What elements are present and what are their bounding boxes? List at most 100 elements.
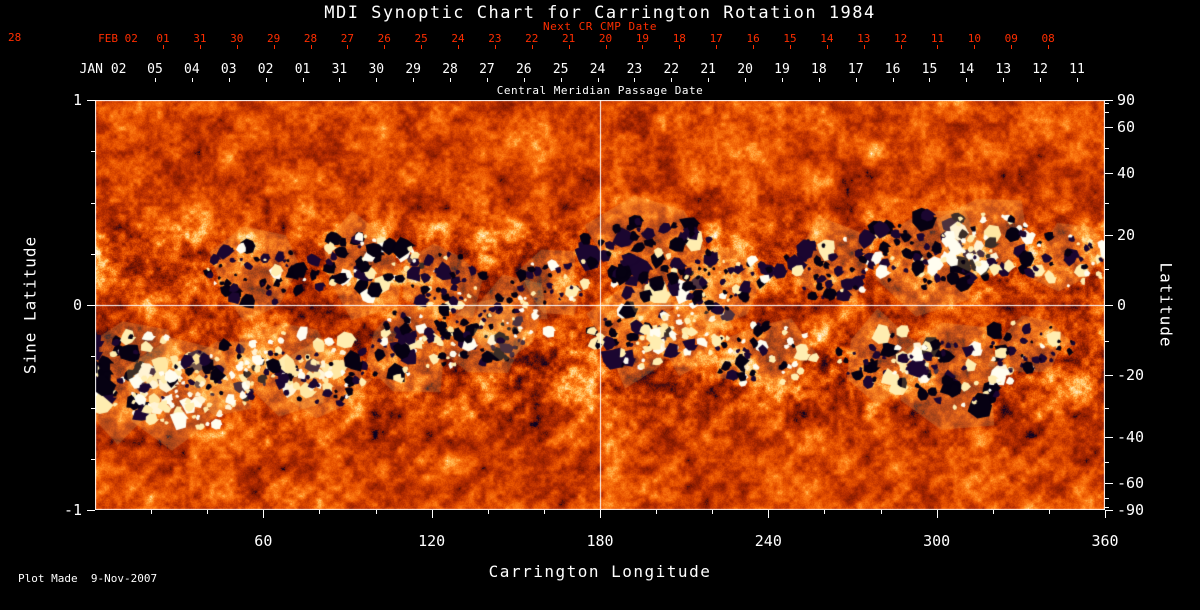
right-tick-label: 90 xyxy=(1117,91,1136,109)
cmp-date-tick xyxy=(966,78,968,82)
next-cr-date-label: 15 xyxy=(783,32,797,45)
left-tick-label: 1 xyxy=(72,91,82,109)
x-axis-major-tick xyxy=(600,510,601,518)
cmp-date-tick xyxy=(818,78,820,82)
cmp-date-label: 11 xyxy=(1069,62,1085,77)
right-tick-label: 60 xyxy=(1117,118,1136,137)
cmp-date-label: 27 xyxy=(479,62,495,77)
next-cr-date-label: 20 xyxy=(598,32,613,45)
right-axis-title: Latitude xyxy=(1156,262,1176,348)
cmp-date-tick xyxy=(597,78,599,82)
x-axis-minor-tick xyxy=(207,510,209,514)
left-axis-minor-tick xyxy=(91,407,95,409)
cmp-date-label: 24 xyxy=(589,62,606,77)
left-axis-minor-tick xyxy=(91,202,95,204)
right-axis-major-tick xyxy=(1105,375,1113,377)
cmp-date-label: 22 xyxy=(663,62,680,77)
plot-made-note: Plot Made 9-Nov-2007 xyxy=(18,572,158,585)
cmp-date-label: 25 xyxy=(552,62,569,77)
x-axis-major-tick xyxy=(263,510,265,518)
left-axis-minor-tick xyxy=(91,253,95,255)
next-cr-date-label: 21 xyxy=(562,32,576,45)
next-cr-date-label: 19 xyxy=(635,32,650,45)
cmp-date-tick xyxy=(671,78,673,82)
cmp-date-label: 04 xyxy=(184,62,200,77)
left-axis-minor-tick xyxy=(91,458,95,460)
left-axis-title: Sine Latitude xyxy=(20,235,40,375)
cmp-date-tick xyxy=(228,78,230,82)
next-cr-date-label: 13 xyxy=(857,32,871,45)
cmp-date-label: 02 xyxy=(257,62,274,77)
cmp-date-tick xyxy=(892,78,894,82)
next-cr-date-label: 25 xyxy=(414,32,428,45)
right-axis-minor-tick xyxy=(1105,112,1109,114)
x-axis-minor-tick xyxy=(824,510,826,514)
cmp-date-tick xyxy=(855,78,857,82)
right-axis-major-tick xyxy=(1105,234,1113,236)
left-axis-major-tick xyxy=(87,510,95,511)
x-axis-major-tick xyxy=(936,510,938,518)
next-cr-date-label: 11 xyxy=(930,32,945,45)
next-cr-date-tick xyxy=(347,45,349,49)
right-axis-minor-tick xyxy=(1105,506,1109,508)
cmp-date-tick xyxy=(929,78,931,82)
next-cr-date-tick xyxy=(236,45,238,49)
left-tick-label: -1 xyxy=(63,501,82,519)
next-cr-date-label: 29 xyxy=(267,32,281,45)
cmp-date-label: 15 xyxy=(921,62,938,77)
next-cr-date-label: 10 xyxy=(967,32,981,45)
x-axis-major-tick xyxy=(1105,510,1106,518)
cmp-date-label: 17 xyxy=(847,62,864,77)
cmp-date-label: 20 xyxy=(737,62,753,77)
cmp-date-label: 13 xyxy=(995,62,1012,77)
next-cr-date-label: 18 xyxy=(672,32,686,45)
right-axis-minor-tick xyxy=(1105,407,1109,409)
cmp-date-tick xyxy=(155,78,156,82)
right-axis-major-tick xyxy=(1105,482,1113,484)
cmp-date-label: 30 xyxy=(368,62,385,77)
cmp-date-tick xyxy=(265,78,267,82)
chart-title: MDI Synoptic Chart for Carrington Rotati… xyxy=(324,3,876,23)
next-cr-caption: Next CR CMP Date xyxy=(543,20,657,33)
next-cr-date-label: 30 xyxy=(230,32,244,45)
next-cr-date-tick xyxy=(1011,45,1013,49)
white-month-label: JAN 02 xyxy=(79,62,127,77)
cmp-date-label: 18 xyxy=(811,62,827,77)
x-axis-minor-tick xyxy=(543,510,545,514)
next-cr-date-label: 28 xyxy=(303,32,318,45)
cmp-date-label: 23 xyxy=(626,62,643,77)
x-axis-minor-tick xyxy=(656,510,658,514)
next-cr-date-tick xyxy=(900,45,902,49)
cmp-date-label: 01 xyxy=(294,62,311,77)
x-tick-label: 60 xyxy=(254,532,273,550)
red-month-label: FEB 02 xyxy=(98,32,138,45)
next-cr-date-label: 14 xyxy=(820,32,834,45)
right-axis-minor-tick xyxy=(1105,269,1109,271)
next-cr-date-tick xyxy=(679,45,681,49)
next-cr-date-tick xyxy=(273,45,275,49)
x-tick-label: 360 xyxy=(1091,532,1119,550)
x-axis-minor-tick xyxy=(1048,510,1050,514)
left-axis-minor-tick xyxy=(91,151,95,153)
next-cr-date-label: 12 xyxy=(893,32,908,45)
next-cr-date-tick xyxy=(863,45,865,49)
next-cr-date-tick xyxy=(310,45,312,49)
right-axis-minor-tick xyxy=(1105,202,1109,204)
x-axis-major-tick xyxy=(768,510,770,518)
cmp-date-tick xyxy=(191,78,193,82)
next-cr-date-label: 22 xyxy=(525,32,539,45)
cmp-date-tick xyxy=(781,78,783,82)
x-axis-major-tick xyxy=(431,510,433,518)
cmp-date-label: 03 xyxy=(220,62,237,77)
cmp-date-label: 29 xyxy=(405,62,421,77)
x-axis-minor-tick xyxy=(151,510,153,514)
cmp-date-tick xyxy=(708,78,710,82)
left-tick-label: 0 xyxy=(72,296,82,314)
cmp-date-label: 21 xyxy=(700,62,717,77)
right-axis-major-tick xyxy=(1105,305,1113,306)
cmp-date-label: 19 xyxy=(774,62,790,77)
x-axis-title: Carrington Longitude xyxy=(488,562,712,581)
cmp-date-tick xyxy=(745,78,747,82)
next-cr-date-tick xyxy=(826,45,828,49)
